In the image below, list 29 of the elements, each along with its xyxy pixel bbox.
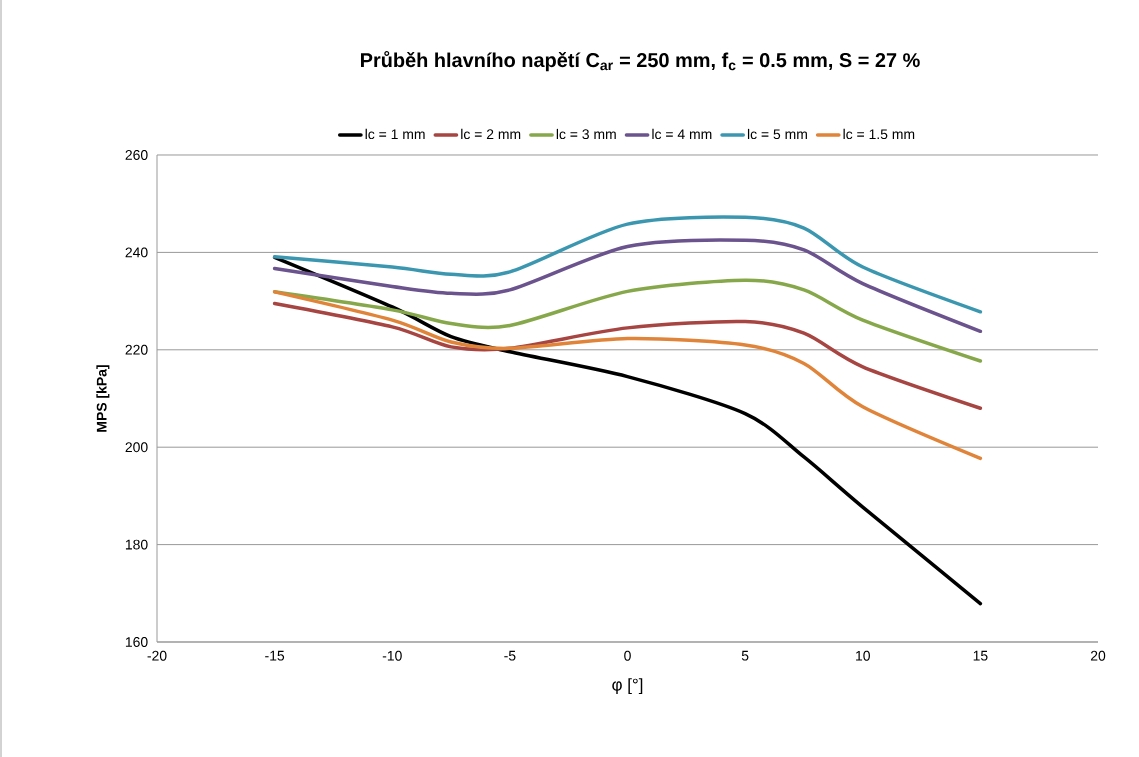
y-axis-title: MPS [kPa] <box>96 365 110 432</box>
legend-label: lc = 1.5 mm <box>843 128 915 140</box>
legend-label: lc = 1 mm <box>365 128 425 140</box>
line-series <box>272 301 983 410</box>
y-tick-label: 180 <box>125 539 148 550</box>
x-tick-label: 5 <box>741 650 749 661</box>
x-tick-label: 15 <box>973 650 988 661</box>
line-series <box>272 238 983 334</box>
x-tick-label: 10 <box>856 650 870 661</box>
x-axis-title: φ [°] <box>612 678 643 695</box>
x-tick-label: -10 <box>382 650 402 661</box>
legend-label: lc = 4 mm <box>652 128 712 140</box>
y-tick-label: 240 <box>125 247 148 258</box>
x-tick-label: 20 <box>1090 650 1106 661</box>
chart-title: Průběh hlavního napětí C$_{ar}$ = 250 mm, f$_{c}$ = 0.5 mm, S = 27 % <box>361 51 920 72</box>
y-tick-label: 160 <box>125 637 148 647</box>
x-tick-label: -15 <box>265 650 285 661</box>
x-tick-label: -5 <box>504 650 516 661</box>
line-series <box>272 290 983 461</box>
legend-label: lc = 2 mm <box>461 128 521 140</box>
y-tick-label: 260 <box>125 150 148 160</box>
legend-label: lc = 3 mm <box>556 128 616 140</box>
legend-label: lc = 5 mm <box>747 128 807 140</box>
y-tick-label: 200 <box>125 442 148 453</box>
x-tick-label: 0 <box>624 650 631 661</box>
x-tick-label: -20 <box>147 650 167 661</box>
line-series <box>272 215 983 314</box>
y-tick-label: 220 <box>125 344 148 355</box>
line-series <box>272 255 983 606</box>
